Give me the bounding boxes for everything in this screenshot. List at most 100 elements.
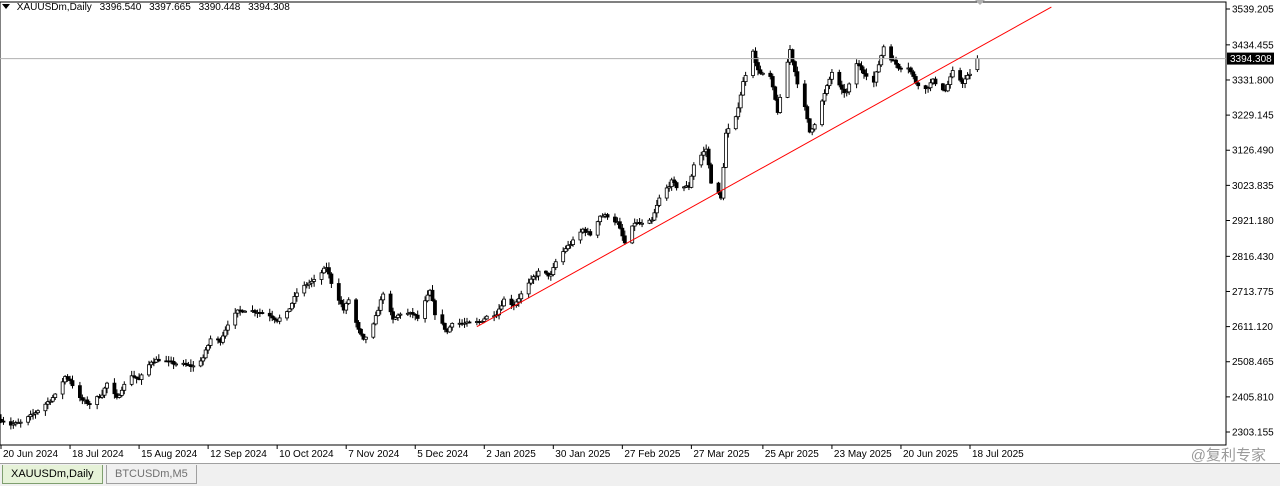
candle [440, 309, 445, 326]
candle [758, 65, 763, 75]
candle [647, 218, 652, 225]
candle [1, 416, 6, 425]
candle [571, 236, 575, 247]
x-tick-label: 2 Jan 2025 [486, 449, 536, 460]
candle [174, 362, 178, 367]
y-tick-label: 2303.155 [1232, 428, 1274, 439]
candle [267, 308, 272, 322]
candle [309, 277, 314, 288]
candle [857, 60, 861, 67]
candle [28, 410, 33, 421]
y-tick-label: 2405.810 [1232, 392, 1274, 403]
candle [307, 279, 312, 289]
candle [270, 310, 275, 322]
candle [958, 67, 963, 83]
y-tick-label: 3126.490 [1232, 146, 1274, 157]
candle [802, 80, 807, 111]
candle [820, 99, 824, 127]
candle [31, 408, 35, 420]
x-tick-label: 27 Mar 2025 [693, 449, 750, 460]
candle [287, 308, 292, 313]
candle [45, 397, 50, 410]
candle [709, 162, 714, 184]
x-tick-label: 10 Oct 2024 [279, 449, 334, 460]
header-high: 3397.665 [149, 2, 191, 13]
candles [0, 44, 980, 430]
candle [743, 71, 748, 86]
candle [410, 307, 415, 319]
candle [221, 331, 225, 345]
tab-btcusdm-m5[interactable]: BTCUSDm,M5 [106, 465, 197, 484]
y-tick-label: 3331.800 [1232, 75, 1274, 86]
candle [588, 229, 593, 237]
candle [447, 325, 452, 333]
candle [378, 296, 383, 315]
candle [650, 216, 654, 224]
candle [724, 128, 728, 169]
candle [807, 118, 812, 134]
shift-marker-icon[interactable] [975, 0, 985, 5]
candle [896, 63, 901, 71]
candle [889, 44, 893, 63]
candle [795, 66, 800, 89]
candle [879, 54, 884, 67]
candle [726, 123, 731, 138]
candle [578, 228, 583, 244]
candle [290, 302, 294, 311]
candle [272, 316, 277, 324]
x-tick-label: 18 Jul 2025 [972, 449, 1024, 460]
candle [548, 270, 553, 281]
candle [467, 320, 472, 324]
candle [699, 151, 704, 168]
candle [928, 78, 933, 92]
collapse-triangle-icon[interactable] [2, 4, 10, 9]
candle [778, 94, 783, 114]
candle [354, 298, 358, 328]
candle [622, 230, 627, 245]
candle [376, 306, 381, 317]
candle [396, 313, 400, 322]
candle [566, 240, 570, 251]
candle [60, 377, 65, 400]
candle [122, 381, 127, 395]
tab-xauusdm-daily[interactable]: XAUUSDm,Daily [2, 465, 103, 484]
candle [652, 208, 657, 222]
candle [50, 394, 55, 403]
x-tick-label: 30 Jan 2025 [555, 449, 610, 460]
candle [805, 104, 810, 123]
candle [171, 357, 176, 370]
candle [191, 361, 196, 372]
candle [364, 336, 368, 344]
candle [243, 310, 247, 313]
candle [965, 72, 970, 80]
candle [285, 310, 289, 321]
candle [689, 174, 694, 189]
candle [632, 218, 637, 232]
candle [442, 322, 447, 333]
candle [790, 48, 795, 66]
candle [462, 317, 467, 328]
price-chart[interactable]: 3539.205 3434.455 3331.800 3229.145 3126.490… [0, 0, 1280, 463]
candle [691, 162, 696, 180]
candle [568, 240, 573, 249]
candle [963, 75, 967, 89]
x-tick-label: 20 Jun 2025 [903, 449, 958, 460]
candle [822, 89, 827, 105]
candle [68, 375, 72, 385]
candle [770, 73, 775, 91]
candle [117, 393, 122, 399]
candle [398, 312, 403, 319]
candle [499, 300, 504, 311]
candle [751, 49, 755, 79]
x-tick-label: 25 Apr 2025 [765, 449, 819, 460]
candle [785, 59, 790, 99]
candle [129, 370, 134, 387]
candle [132, 370, 137, 379]
y-tick-label: 2713.775 [1232, 287, 1274, 298]
trendline[interactable] [476, 6, 1052, 328]
candle [393, 316, 398, 321]
candle [373, 311, 378, 326]
candle [948, 72, 953, 89]
candle [534, 271, 538, 281]
candle [526, 278, 531, 299]
